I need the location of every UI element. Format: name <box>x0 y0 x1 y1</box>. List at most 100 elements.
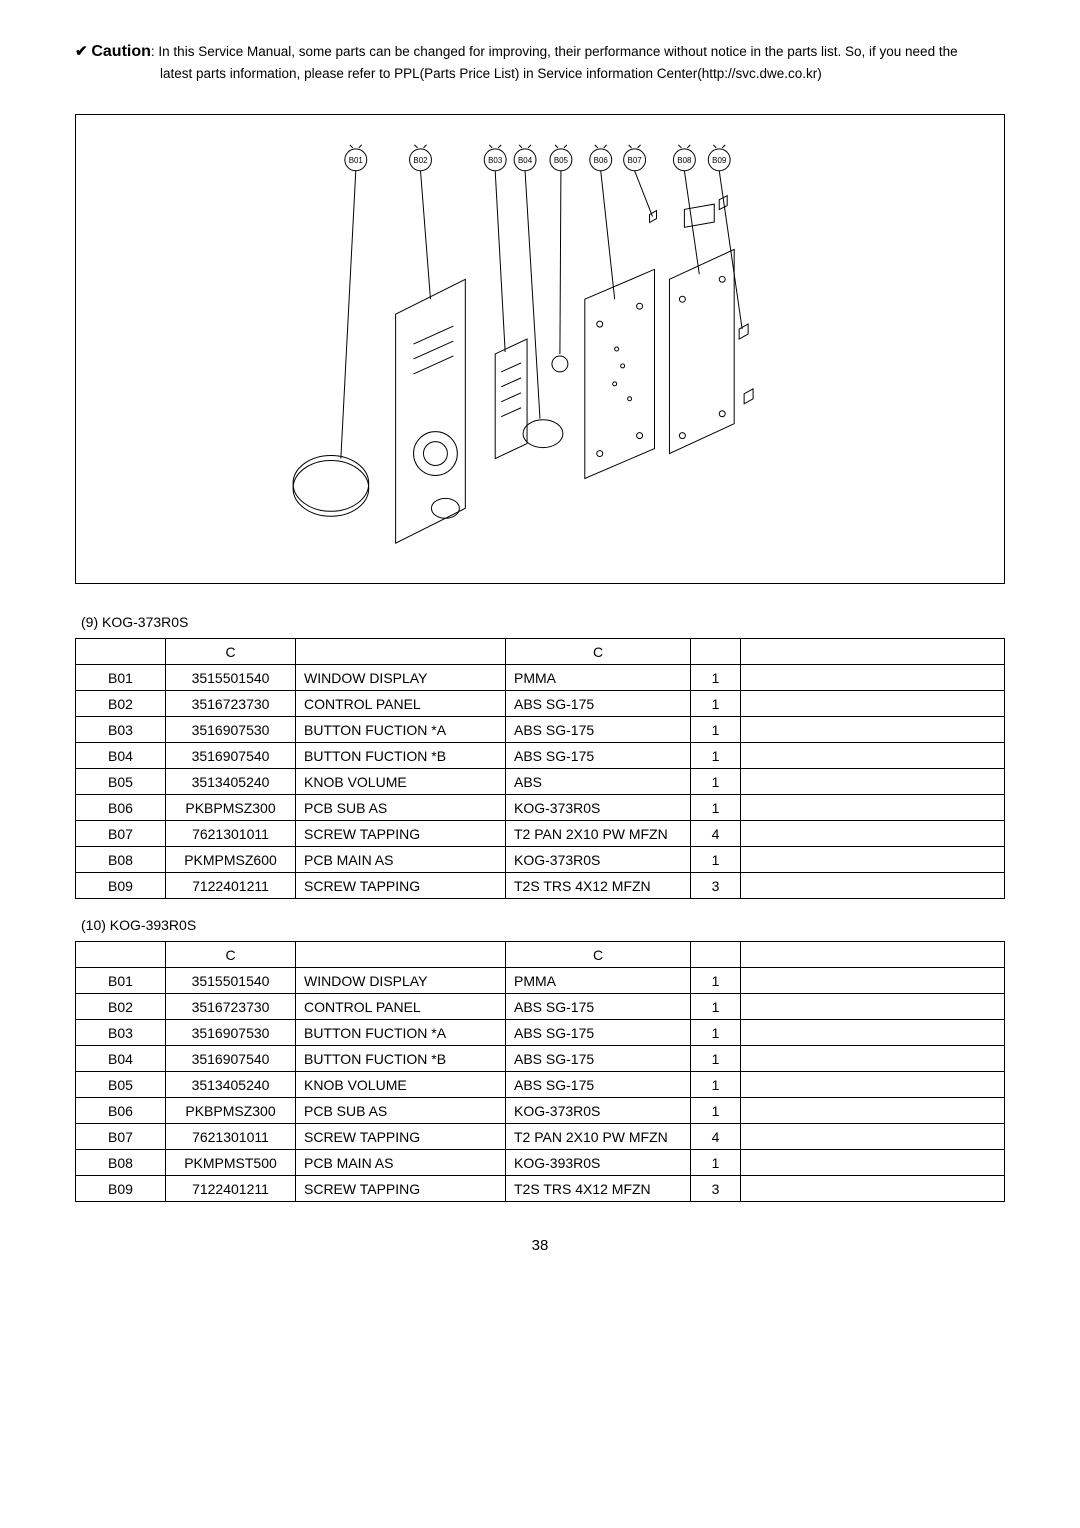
table-cell: 3513405240 <box>166 1072 296 1098</box>
table-cell: PKBPMSZ300 <box>166 1098 296 1124</box>
table-cell <box>741 1124 1005 1150</box>
th-code: C <box>166 639 296 665</box>
table-cell: 3516907530 <box>166 717 296 743</box>
svg-text:B03: B03 <box>488 156 503 165</box>
table-cell: 1 <box>691 968 741 994</box>
table-cell: 7621301011 <box>166 821 296 847</box>
parts-table-9: C C B013515501540WINDOW DISPLAYPMMA1B023… <box>75 638 1005 899</box>
table-row: B033516907530BUTTON FUCTION *AABS SG-175… <box>76 717 1005 743</box>
table-cell: PCB SUB AS <box>296 1098 506 1124</box>
table-cell <box>741 968 1005 994</box>
table-row: B08PKMPMSZ600PCB MAIN ASKOG-373R0S1 <box>76 847 1005 873</box>
table-cell: PMMA <box>506 665 691 691</box>
table-cell: B06 <box>76 795 166 821</box>
section-9-title: (9) KOG-373R0S <box>81 614 1005 630</box>
table-cell: B01 <box>76 968 166 994</box>
table-row: B043516907540BUTTON FUCTION *BABS SG-175… <box>76 1046 1005 1072</box>
table-row: B077621301011SCREW TAPPINGT2 PAN 2X10 PW… <box>76 821 1005 847</box>
table-cell: ABS SG-175 <box>506 1020 691 1046</box>
diagram-svg: B01B02B03B04B05B06B07B08B09 <box>76 115 1004 583</box>
table-cell <box>741 994 1005 1020</box>
th-qty <box>691 942 741 968</box>
table-cell: 7122401211 <box>166 873 296 899</box>
th-code: C <box>166 942 296 968</box>
svg-text:B04: B04 <box>518 156 533 165</box>
table-cell: 1 <box>691 665 741 691</box>
svg-text:B09: B09 <box>712 156 727 165</box>
table-cell: B05 <box>76 1072 166 1098</box>
table-cell <box>741 717 1005 743</box>
table-cell <box>741 795 1005 821</box>
table-row: B013515501540WINDOW DISPLAYPMMA1 <box>76 968 1005 994</box>
caution-label: Caution <box>91 43 151 60</box>
table-cell: B08 <box>76 847 166 873</box>
table-cell <box>741 691 1005 717</box>
table-cell: B03 <box>76 717 166 743</box>
table-cell: B01 <box>76 665 166 691</box>
table-cell: ABS SG-175 <box>506 1072 691 1098</box>
table-row: B033516907530BUTTON FUCTION *AABS SG-175… <box>76 1020 1005 1046</box>
table-cell <box>741 1150 1005 1176</box>
th-spec: C <box>506 639 691 665</box>
table-cell <box>741 665 1005 691</box>
table-cell <box>741 1098 1005 1124</box>
section-10-title: (10) KOG-393R0S <box>81 917 1005 933</box>
table-cell: 7122401211 <box>166 1176 296 1202</box>
table-cell: PCB SUB AS <box>296 795 506 821</box>
table-cell: SCREW TAPPING <box>296 873 506 899</box>
page-number: 38 <box>75 1237 1005 1254</box>
table-cell: B02 <box>76 691 166 717</box>
th-remark <box>741 639 1005 665</box>
table-cell: 4 <box>691 1124 741 1150</box>
table-cell: 3516907530 <box>166 1020 296 1046</box>
parts-table-10: C C B013515501540WINDOW DISPLAYPMMA1B023… <box>75 941 1005 1202</box>
table-cell: BUTTON FUCTION *A <box>296 717 506 743</box>
table-row: B06PKBPMSZ300PCB SUB ASKOG-373R0S1 <box>76 795 1005 821</box>
th-ref <box>76 942 166 968</box>
caution-text-2: latest parts information, please refer t… <box>75 64 1005 84</box>
exploded-diagram: B01B02B03B04B05B06B07B08B09 <box>75 114 1005 584</box>
table-cell: ABS SG-175 <box>506 994 691 1020</box>
th-qty <box>691 639 741 665</box>
th-ref <box>76 639 166 665</box>
caution-colon: : <box>151 44 155 59</box>
table-cell: ABS SG-175 <box>506 717 691 743</box>
table-row: B053513405240KNOB VOLUMEABS1 <box>76 769 1005 795</box>
table-cell: B04 <box>76 743 166 769</box>
table-cell: CONTROL PANEL <box>296 691 506 717</box>
table-cell: T2S TRS 4X12 MFZN <box>506 1176 691 1202</box>
svg-text:B05: B05 <box>554 156 569 165</box>
table-cell <box>741 847 1005 873</box>
table-cell: B07 <box>76 821 166 847</box>
table-cell: B09 <box>76 1176 166 1202</box>
table-header-row: C C <box>76 639 1005 665</box>
table-row: B043516907540BUTTON FUCTION *BABS SG-175… <box>76 743 1005 769</box>
table-cell: WINDOW DISPLAY <box>296 665 506 691</box>
table-cell: 1 <box>691 691 741 717</box>
table-cell: B03 <box>76 1020 166 1046</box>
table-cell: 3 <box>691 1176 741 1202</box>
table-cell: T2S TRS 4X12 MFZN <box>506 873 691 899</box>
caution-text-1: In this Service Manual, some parts can b… <box>158 44 957 59</box>
table-cell: SCREW TAPPING <box>296 1176 506 1202</box>
table-row: B013515501540WINDOW DISPLAYPMMA1 <box>76 665 1005 691</box>
table-cell: 3 <box>691 873 741 899</box>
table-cell: 3515501540 <box>166 968 296 994</box>
table-row: B097122401211SCREW TAPPINGT2S TRS 4X12 M… <box>76 873 1005 899</box>
table-cell: WINDOW DISPLAY <box>296 968 506 994</box>
table-cell: KOG-373R0S <box>506 847 691 873</box>
table-cell: 1 <box>691 743 741 769</box>
table-cell: BUTTON FUCTION *B <box>296 743 506 769</box>
table-cell: PCB MAIN AS <box>296 847 506 873</box>
table-cell: T2 PAN 2X10 PW MFZN <box>506 1124 691 1150</box>
table-cell: ABS SG-175 <box>506 743 691 769</box>
table-cell: B08 <box>76 1150 166 1176</box>
table-cell <box>741 1020 1005 1046</box>
table-header-row: C C <box>76 942 1005 968</box>
table-cell: 1 <box>691 1046 741 1072</box>
th-desc <box>296 942 506 968</box>
table-cell: 3516723730 <box>166 691 296 717</box>
table-row: B077621301011SCREW TAPPINGT2 PAN 2X10 PW… <box>76 1124 1005 1150</box>
table-cell: KNOB VOLUME <box>296 1072 506 1098</box>
table-cell: 1 <box>691 1150 741 1176</box>
